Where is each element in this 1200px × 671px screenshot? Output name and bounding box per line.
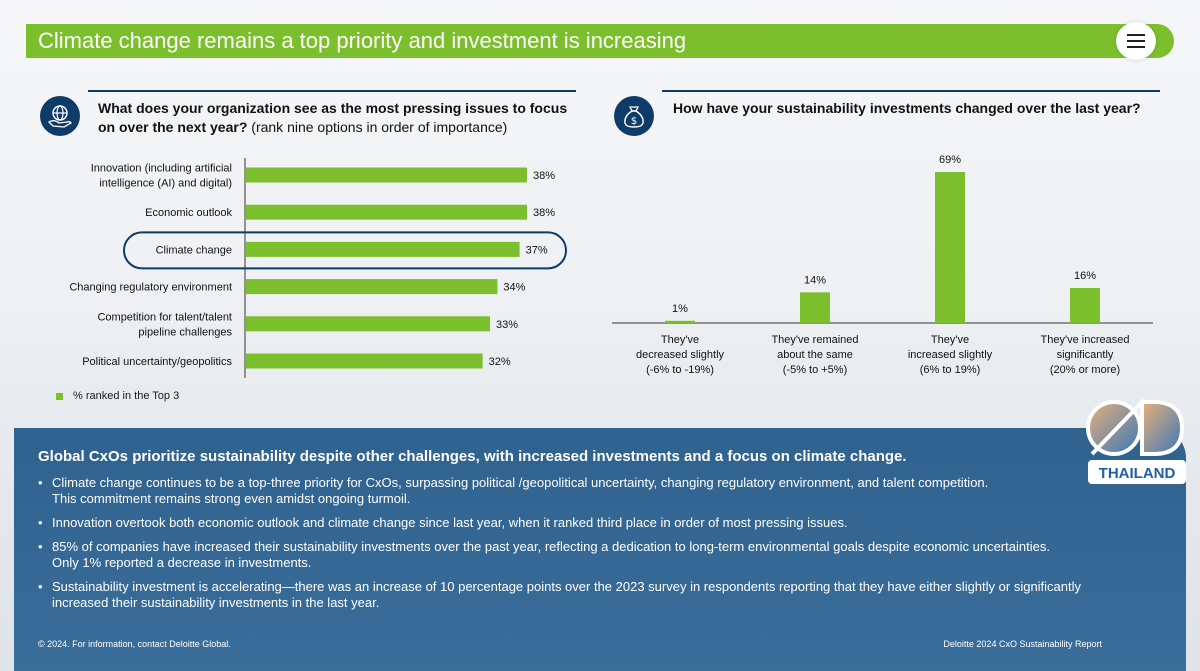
h-category-label: Economic outlook bbox=[145, 207, 232, 219]
right-question-rule bbox=[662, 90, 1160, 92]
v-category-label: They've bbox=[931, 334, 969, 346]
footer-copyright: © 2024. For information, contact Deloitt… bbox=[38, 639, 231, 649]
logo-text: THAILAND bbox=[1099, 465, 1176, 482]
h-category-label: pipeline challenges bbox=[138, 326, 232, 338]
right-question: How have your sustainability investments… bbox=[673, 99, 1163, 118]
v-category-label: (-6% to -19%) bbox=[646, 364, 714, 376]
h-bar bbox=[246, 167, 527, 183]
summary-bullet: Sustainability investment is acceleratin… bbox=[38, 579, 1168, 611]
v-category-label: (20% or more) bbox=[1050, 364, 1120, 376]
bullet-line: increased their sustainability investmen… bbox=[52, 595, 380, 610]
summary-panel: Global CxOs prioritize sustainability de… bbox=[14, 428, 1186, 671]
summary-bullet: Climate change continues to be a top-thr… bbox=[38, 475, 1168, 507]
h-bar-value-label: 34% bbox=[503, 282, 525, 294]
h-category-label: Climate change bbox=[156, 244, 232, 256]
v-bar-value-label: 69% bbox=[939, 154, 961, 166]
hamburger-menu-icon[interactable] bbox=[1116, 22, 1156, 60]
v-bar bbox=[665, 320, 695, 323]
summary-bullet: 85% of companies have increased their su… bbox=[38, 539, 1168, 571]
title-bar: Climate change remains a top priority an… bbox=[26, 22, 1174, 60]
h-bar-value-label: 38% bbox=[533, 170, 555, 182]
h-category-label: Political uncertainty/geopolitics bbox=[82, 356, 232, 368]
v-category-label: (-5% to +5%) bbox=[783, 364, 848, 376]
bullet-line: Sustainability investment is acceleratin… bbox=[52, 579, 1082, 594]
v-category-label: significantly bbox=[1057, 349, 1114, 361]
right-question-bold: How have your sustainability investments… bbox=[673, 100, 1141, 116]
v-category-label: increased slightly bbox=[908, 349, 993, 361]
v-bar-value-label: 1% bbox=[672, 303, 688, 315]
left-question-note: (rank nine options in order of importanc… bbox=[247, 119, 508, 135]
v-bar-value-label: 14% bbox=[804, 274, 826, 286]
money-bag-icon: $ bbox=[614, 96, 654, 136]
h-bar-value-label: 38% bbox=[533, 207, 555, 219]
v-bar bbox=[935, 172, 965, 323]
h-bar bbox=[246, 353, 483, 369]
v-category-label: (6% to 19%) bbox=[920, 364, 981, 376]
legend-swatch bbox=[56, 392, 63, 400]
left-question: What does your organization see as the m… bbox=[98, 99, 576, 137]
left-question-rule bbox=[88, 90, 576, 92]
page-title: Climate change remains a top priority an… bbox=[38, 28, 687, 53]
summary-bullets: Climate change continues to be a top-thr… bbox=[38, 475, 1168, 619]
v-bar bbox=[1070, 287, 1100, 323]
v-category-label: They've remained bbox=[771, 334, 858, 346]
v-bar-value-label: 16% bbox=[1074, 270, 1096, 282]
h-bar-value-label: 32% bbox=[489, 356, 511, 368]
left-question-bold: What does your organization see as the m… bbox=[98, 100, 568, 135]
v-category-label: about the same bbox=[777, 349, 853, 361]
summary-bullet: Innovation overtook both economic outloo… bbox=[38, 515, 1168, 531]
h-bar-value-label: 37% bbox=[526, 244, 548, 256]
legend-label: % ranked in the Top 3 bbox=[73, 390, 180, 402]
bullet-line: Only 1% reported a decrease in investmen… bbox=[52, 555, 312, 570]
bullet-line: Climate change continues to be a top-thr… bbox=[52, 475, 989, 490]
bullet-line: This commitment remains strong even amid… bbox=[52, 491, 411, 506]
charts-canvas: 38% Innovation (including artificial intel… bbox=[69, 154, 1153, 378]
h-bar bbox=[246, 241, 520, 257]
h-bar bbox=[246, 316, 491, 332]
footer-report: Deloitte 2024 CxO Sustainability Report bbox=[943, 639, 1102, 649]
svg-text:$: $ bbox=[631, 116, 637, 127]
v-bar bbox=[800, 292, 830, 323]
h-category-label: Competition for talent/talent bbox=[97, 311, 232, 323]
h-bar bbox=[246, 204, 527, 220]
h-bar-value-label: 33% bbox=[496, 319, 518, 331]
highlight-outline bbox=[123, 231, 567, 270]
globe-hand-icon bbox=[40, 96, 80, 136]
h-category-label: intelligence (AI) and digital) bbox=[99, 178, 232, 190]
v-category-label: decreased slightly bbox=[636, 349, 725, 361]
v-category-label: They've bbox=[661, 334, 699, 346]
h-category-label: Innovation (including artificial bbox=[91, 163, 232, 175]
v-category-label: They've increased bbox=[1041, 334, 1130, 346]
bullet-line: 85% of companies have increased their su… bbox=[52, 539, 1050, 554]
bullet-line: Innovation overtook both economic outloo… bbox=[52, 515, 848, 530]
summary-heading: Global CxOs prioritize sustainability de… bbox=[38, 448, 907, 465]
legend: % ranked in the Top 3 bbox=[56, 390, 179, 402]
h-bar bbox=[246, 279, 498, 295]
h-category-label: Changing regulatory environment bbox=[69, 282, 232, 294]
sd-thailand-logo: THAILAND bbox=[1084, 392, 1190, 490]
